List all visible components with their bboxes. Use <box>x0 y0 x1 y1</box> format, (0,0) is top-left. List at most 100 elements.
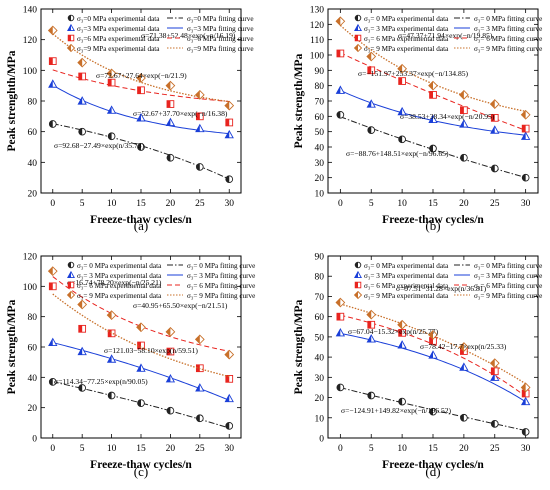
data-point-s3 <box>520 131 531 140</box>
x-axis-label: Freeze-thaw cycles/n <box>90 459 192 471</box>
marker-fill <box>491 367 495 375</box>
data-point-s0 <box>195 414 204 423</box>
y-tick-label: 80 <box>315 273 325 283</box>
legend: σ₃=0 MPa experimental data σ₃=0 MPa fitti… <box>66 14 254 53</box>
x-tick-label: 10 <box>397 444 407 454</box>
marker-fill <box>77 58 83 67</box>
marker-fill <box>367 66 372 74</box>
marker-fill <box>397 320 403 330</box>
data-point-s3 <box>490 125 500 134</box>
marker-fill <box>336 50 341 57</box>
data-point-s9 <box>165 326 176 337</box>
y-tick-label: 60 <box>28 128 38 138</box>
legend-marker-s9 <box>353 43 363 53</box>
fit-curve-s9 <box>52 293 230 378</box>
y-tick-label: 50 <box>315 128 325 138</box>
data-point-s3 <box>106 105 117 114</box>
legend-marker-s6 <box>67 281 75 289</box>
marker-fill <box>490 126 495 134</box>
data-point-s0 <box>107 132 116 141</box>
legend-label: σ₃= 0 MPa experimental data <box>77 262 162 270</box>
y-tick-label: 40 <box>315 144 325 154</box>
marker-fill <box>195 90 200 100</box>
marker-fill <box>195 124 200 132</box>
x-tick-label: 5 <box>369 444 374 454</box>
legend-label: σ₃= 6 MPa experimental data <box>364 35 449 43</box>
data-point-s9 <box>136 73 146 83</box>
marker-fill <box>522 428 526 436</box>
marker-fill <box>398 329 403 337</box>
panel-label: (b) <box>425 218 440 233</box>
x-tick-label: 20 <box>166 444 176 454</box>
data-point-s0 <box>460 413 468 422</box>
data-point-s0 <box>137 143 145 151</box>
legend-label: σ₃= 3 MPa experimental data <box>364 272 449 280</box>
y-axis-label: Peak strength/MPa <box>293 299 305 394</box>
data-point-s0 <box>460 153 468 162</box>
legend-marker-s0 <box>354 261 362 269</box>
legend-label: σ₃=9 MPa experimental data <box>77 45 160 53</box>
data-point-s9 <box>224 349 235 360</box>
data-point-s9 <box>397 319 408 330</box>
data-point-s3 <box>459 362 469 371</box>
x-tick-label: 0 <box>50 199 55 209</box>
legend-label: σ₃= 3 MPa experimental data <box>77 272 162 280</box>
legend-marker-s3 <box>354 270 362 279</box>
data-point-s3 <box>48 79 58 88</box>
data-point-s3 <box>520 396 531 406</box>
chart-panel-d: 0 5 10 15 20 25 30 0 10 20 30 40 50 60 70 80 90 Freeze-th… <box>293 253 542 480</box>
x-tick-label: 25 <box>490 444 500 454</box>
x-tick-label: 20 <box>166 199 176 209</box>
legend: σ₃= 0 MPa experimental data σ₃= 0 MPa fit… <box>353 14 542 53</box>
data-point-s6 <box>367 66 376 75</box>
data-point-s3 <box>77 346 87 356</box>
data-point-s9 <box>520 382 531 393</box>
marker-fill <box>429 408 433 416</box>
marker-fill <box>428 330 433 340</box>
marker-fill <box>48 80 53 88</box>
marker-fill <box>68 262 71 268</box>
marker-fill <box>225 130 230 138</box>
marker-fill <box>225 394 230 402</box>
legend: σ₃= 0 MPa experimental data σ₃= 0 MPa fit… <box>353 261 542 300</box>
y-tick-label: 20 <box>315 394 325 404</box>
data-point-s9 <box>335 16 346 27</box>
data-point-s3 <box>428 114 438 123</box>
marker-fill <box>429 145 433 152</box>
legend-label: σ₃= 6 MPa experimental data <box>364 282 449 290</box>
marker-fill <box>354 44 358 52</box>
legend-label: σ₃= 6 MPa fitting curve <box>187 282 255 290</box>
marker-fill <box>107 69 112 78</box>
y-tick-label: 100 <box>310 52 325 62</box>
y-tick-label: 0 <box>32 435 37 445</box>
data-point-s9 <box>489 99 500 109</box>
y-tick-label: 40 <box>315 354 325 364</box>
data-point-s9 <box>428 80 438 91</box>
marker-fill <box>460 106 464 114</box>
data-point-s3 <box>136 363 146 372</box>
marker-fill <box>366 52 372 61</box>
data-point-s3 <box>335 328 346 337</box>
panel-label: (a) <box>134 218 148 233</box>
legend-label: σ₃=6 MPa fitting curve <box>187 35 254 43</box>
marker-fill <box>336 384 341 391</box>
data-point-s3 <box>165 374 176 383</box>
data-point-s9 <box>366 51 377 62</box>
marker-fill <box>355 282 358 288</box>
marker-fill <box>107 355 112 363</box>
legend-label: σ₃= 9 MPa fitting curve <box>187 292 255 300</box>
marker-fill <box>48 338 53 346</box>
marker-fill <box>355 35 358 41</box>
y-tick-label: 100 <box>23 283 38 293</box>
data-point-s3 <box>106 354 117 363</box>
legend-label: σ₃= 0 MPa fitting curve <box>187 262 255 270</box>
x-tick-label: 0 <box>338 444 343 454</box>
data-point-s9 <box>106 310 117 321</box>
marker-fill <box>460 414 464 422</box>
data-point-s0 <box>429 407 437 416</box>
legend-marker-s6 <box>67 34 75 42</box>
legend-marker-s0 <box>354 14 362 22</box>
marker-fill <box>224 350 230 359</box>
y-axis-label: Peak strength/MPa <box>6 299 18 394</box>
data-point-s6 <box>336 49 345 58</box>
